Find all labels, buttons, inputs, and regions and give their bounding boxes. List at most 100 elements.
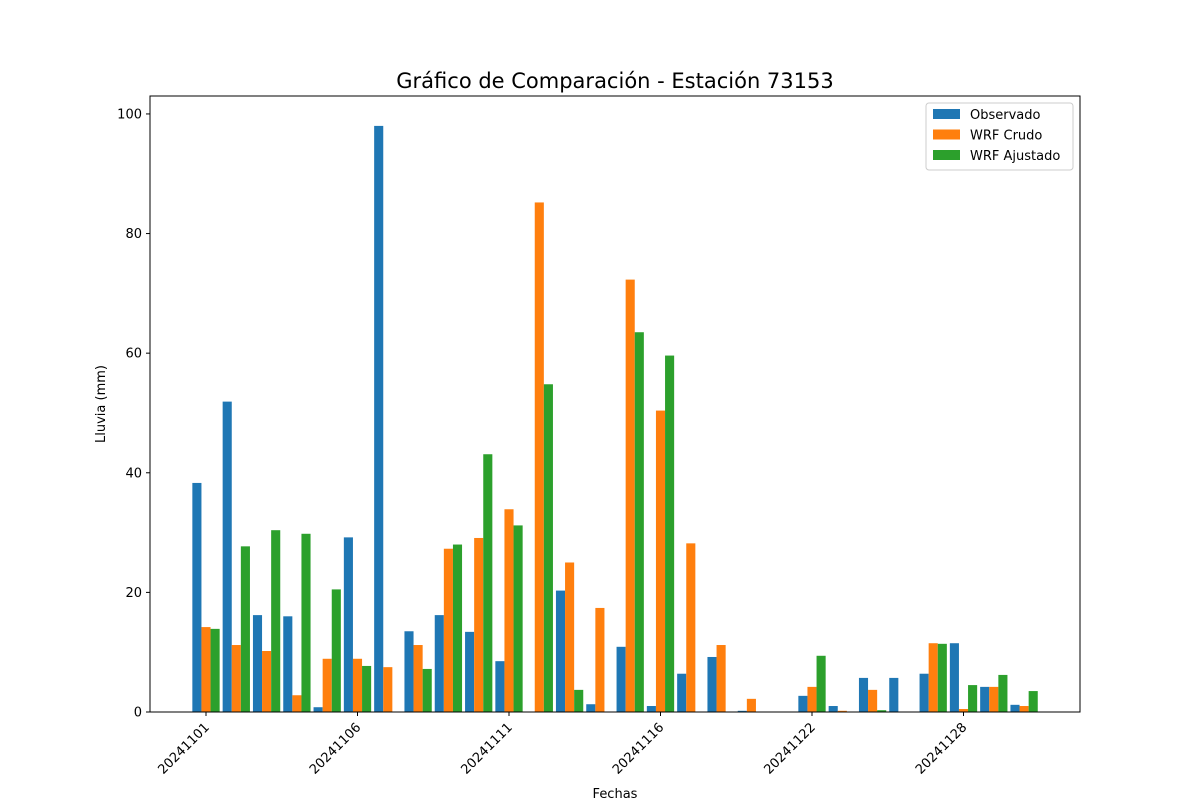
legend-swatch [933, 109, 960, 119]
bar-wrf-ajustado [483, 454, 493, 712]
bar-wrf-crudo [474, 537, 484, 712]
bar-wrf-ajustado [998, 674, 1008, 712]
bar-wrf-ajustado [271, 530, 281, 712]
bar-observado [404, 631, 414, 712]
x-tick-label: 20241128 [913, 720, 970, 777]
bar-wrf-crudo [928, 643, 938, 712]
bar-wrf-ajustado [301, 533, 311, 712]
bar-wrf-ajustado [422, 668, 432, 712]
legend-label: Observado [970, 108, 1041, 123]
bar-wrf-ajustado [665, 355, 675, 712]
bar-observado [495, 661, 505, 712]
bar-observado [434, 615, 444, 712]
bar-wrf-crudo [746, 698, 756, 712]
bar-observado [737, 710, 747, 712]
bar-wrf-ajustado [937, 643, 947, 712]
x-tick-label: 20241122 [761, 720, 818, 777]
bar-wrf-crudo [958, 709, 969, 712]
bar-wrf-crudo [352, 658, 363, 712]
y-tick-label: 40 [125, 466, 142, 481]
y-tick-label: 0 [134, 706, 142, 721]
plot-area-frame [149, 95, 1081, 713]
bar-wrf-ajustado [331, 589, 341, 712]
bar-observado [858, 677, 869, 712]
bar-wrf-ajustado [452, 544, 463, 712]
bar-observado [949, 643, 959, 712]
bar-observado [283, 616, 293, 712]
bar-wrf-crudo [201, 627, 211, 712]
bar-wrf-crudo [595, 607, 605, 712]
legend-label: WRF Ajustado [970, 149, 1060, 164]
chart-title: Gráfico de Comparación - Estación 73153 [396, 69, 833, 93]
legend-box [925, 102, 1074, 171]
bar-observado [798, 695, 808, 712]
bar-observado [1010, 704, 1020, 712]
bar-observado [192, 482, 202, 712]
bar-wrf-crudo [383, 667, 393, 712]
bar-wrf-ajustado [877, 710, 887, 712]
bar-observado [586, 704, 596, 712]
bar-wrf-ajustado [816, 655, 826, 712]
bar-wrf-crudo [322, 658, 332, 712]
bar-wrf-crudo [413, 645, 423, 712]
bar-observado [616, 646, 626, 712]
bar-wrf-crudo [837, 710, 847, 712]
bar-wrf-crudo [655, 410, 666, 712]
bar-wrf-ajustado [362, 665, 372, 712]
bar-observado [646, 706, 656, 712]
x-tick-label: 20241101 [155, 720, 212, 777]
bar-wrf-crudo [1019, 706, 1029, 712]
bar-wrf-crudo [625, 279, 635, 712]
bar-observado [555, 590, 566, 712]
bar-wrf-crudo [534, 202, 544, 712]
bar-wrf-ajustado [1028, 691, 1038, 712]
legend: Observado WRF Crudo WRF Ajustado [925, 102, 1074, 171]
legend-swatch [933, 129, 960, 140]
bar-observado [343, 537, 353, 712]
y-tick-label: 60 [125, 347, 142, 362]
bar-wrf-crudo [716, 645, 726, 712]
bar-wrf-ajustado [240, 546, 250, 712]
bar-wrf-crudo [231, 645, 241, 712]
bar-observado [677, 673, 687, 712]
legend-label: WRF Crudo [970, 129, 1042, 144]
y-tick-label: 20 [125, 586, 142, 601]
bar-observado [707, 656, 717, 712]
bar-wrf-crudo [868, 689, 878, 712]
x-axis-label: Fechas [593, 787, 638, 800]
bar-wrf-ajustado [210, 628, 220, 712]
x-axis: 20241101 20241106 20241111 20241116 20241122… [155, 712, 970, 778]
bar-wrf-ajustado [574, 689, 584, 712]
bar-observado [889, 677, 899, 712]
bar-observado [465, 631, 475, 712]
bar-wrf-crudo [262, 651, 272, 712]
x-tick-label: 20241106 [307, 720, 364, 777]
bar-wrf-crudo [565, 562, 575, 712]
bars-layer [192, 125, 1038, 712]
y-tick-label: 80 [125, 227, 142, 242]
bar-wrf-crudo [807, 686, 817, 712]
bar-observado [374, 125, 384, 712]
bar-wrf-crudo [292, 695, 302, 712]
bar-observado [252, 615, 263, 712]
x-tick-label: 20241116 [610, 720, 667, 777]
y-tick-label: 100 [117, 107, 142, 122]
bar-observado [313, 707, 323, 712]
y-axis: 0 20 40 60 80 100 [117, 107, 150, 721]
bar-wrf-crudo [989, 686, 999, 712]
bar-observado [222, 401, 232, 712]
bar-observado [980, 686, 990, 712]
bar-observado [919, 673, 929, 712]
bar-wrf-ajustado [634, 332, 644, 712]
y-axis-label: Lluvia (mm) [94, 365, 109, 443]
bar-wrf-crudo [443, 548, 453, 712]
bar-wrf-ajustado [543, 384, 553, 712]
bar-wrf-ajustado [513, 525, 523, 712]
bar-observado [828, 706, 838, 712]
x-tick-label: 20241111 [458, 720, 515, 777]
bar-wrf-crudo [686, 543, 696, 712]
bar-wrf-ajustado [968, 685, 978, 712]
bar-wrf-crudo [504, 509, 514, 712]
